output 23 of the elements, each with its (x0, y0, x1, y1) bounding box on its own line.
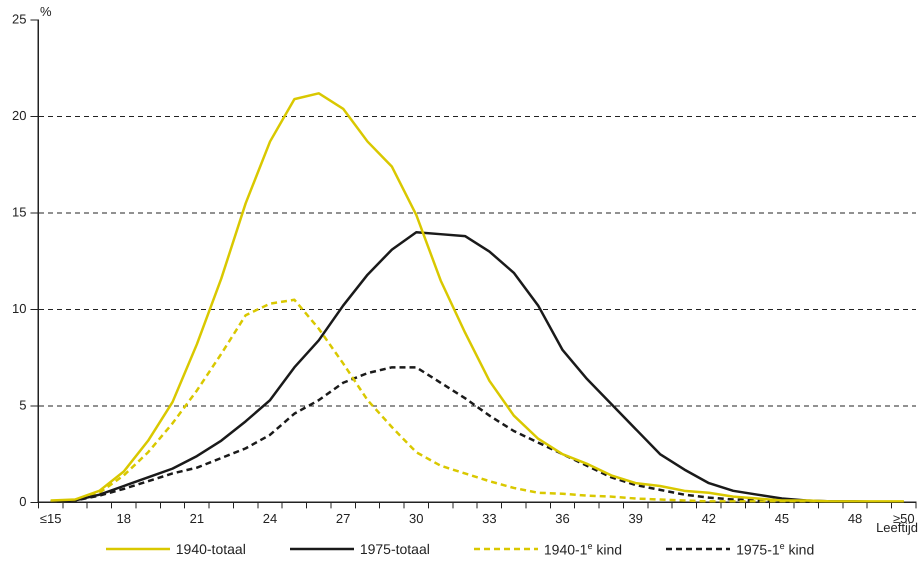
x-tick-label: 21 (190, 510, 204, 526)
x-tick-label: 18 (116, 510, 132, 526)
legend-label: 1975-1$^{e}$ kind (736, 541, 814, 558)
legend-label: 1940-1$^{e}$ kind (544, 541, 622, 558)
x-tick-label: ≤15 (40, 510, 62, 526)
x-tick-label: 33 (482, 510, 497, 526)
y-tick-label: 20 (12, 108, 26, 124)
x-tick-label: 42 (702, 510, 716, 526)
x-tick-label: 39 (628, 510, 643, 526)
x-tick-label: 48 (848, 510, 862, 526)
x-tick-label: 24 (262, 510, 278, 526)
y-axis-title: % (40, 4, 52, 19)
y-tick-label: 5 (19, 398, 26, 412)
y-tick-label: 10 (12, 301, 26, 316)
legend-label: 1975-totaal (360, 541, 430, 558)
x-tick-label: 27 (336, 510, 350, 526)
x-tick-label: 45 (774, 510, 790, 526)
legend-label: 1940-totaal (176, 541, 246, 558)
x-tick-label: 36 (555, 510, 570, 526)
y-tick-label: 25 (12, 12, 26, 27)
y-tick-label: 0 (19, 494, 26, 509)
y-tick-label: 15 (12, 204, 26, 220)
x-tick-label: 30 (409, 510, 424, 526)
